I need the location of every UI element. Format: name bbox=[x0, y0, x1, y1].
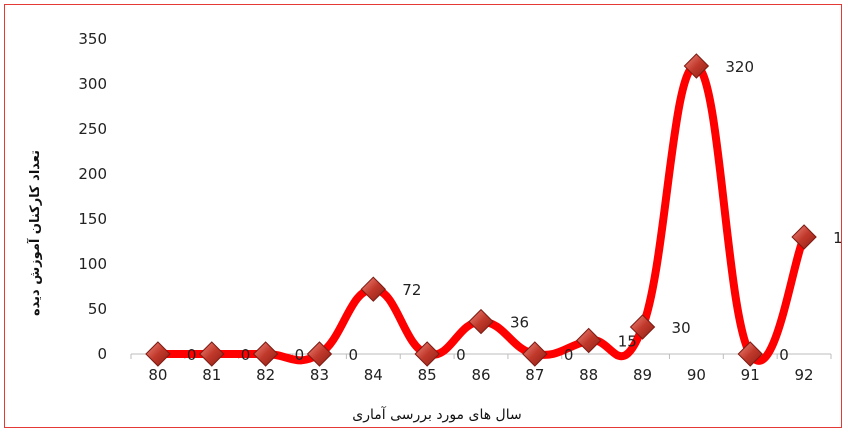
y-axis: 0 50 100 150 200 250 300 350 bbox=[78, 30, 107, 363]
data-point bbox=[360, 276, 387, 302]
data-label: 30 bbox=[672, 319, 691, 337]
y-tick-label: 300 bbox=[78, 75, 107, 93]
x-tick-label: 80 bbox=[148, 366, 167, 384]
data-point bbox=[199, 341, 225, 367]
data-point bbox=[629, 314, 656, 340]
x-tick-label: 85 bbox=[418, 366, 437, 384]
x-tick-label: 84 bbox=[364, 366, 383, 384]
data-label: 0 bbox=[187, 346, 197, 364]
data-point bbox=[791, 224, 817, 250]
y-tick-label: 100 bbox=[78, 255, 107, 273]
x-tick-label: 88 bbox=[579, 366, 598, 384]
chart-frame: 0 50 100 150 200 250 300 350 80 81 82 83 84 85 86 87 88… bbox=[4, 4, 842, 428]
data-label: 0 bbox=[241, 346, 251, 364]
data-label: 0 bbox=[348, 346, 358, 364]
data-label: 130 bbox=[833, 229, 841, 247]
data-label: 320 bbox=[725, 58, 754, 76]
data-point bbox=[306, 341, 333, 367]
x-tick-label: 92 bbox=[795, 366, 814, 384]
data-label: 0 bbox=[295, 346, 305, 364]
data-point bbox=[145, 341, 171, 367]
data-point bbox=[414, 341, 440, 367]
x-tick-label: 90 bbox=[687, 366, 706, 384]
x-axis-title: سال های مورد بررسی آماری bbox=[352, 406, 521, 423]
y-tick-label: 0 bbox=[97, 345, 107, 363]
y-tick-label: 150 bbox=[78, 210, 107, 228]
y-axis-title: تعداد کارکنان آموزش دیده bbox=[26, 150, 43, 316]
x-tick-label: 89 bbox=[633, 366, 652, 384]
data-point bbox=[575, 327, 602, 354]
data-point bbox=[252, 341, 279, 367]
data-point bbox=[737, 341, 763, 367]
y-tick-label: 350 bbox=[78, 30, 107, 48]
x-tick-label: 81 bbox=[202, 366, 221, 384]
y-tick-label: 200 bbox=[78, 165, 107, 183]
data-label: 36 bbox=[510, 314, 529, 332]
data-label: 15 bbox=[618, 333, 637, 351]
data-point bbox=[683, 53, 710, 79]
x-tick-label: 83 bbox=[310, 366, 329, 384]
x-tick-label: 86 bbox=[471, 366, 490, 384]
data-label: 0 bbox=[564, 346, 574, 364]
x-tick-label: 82 bbox=[256, 366, 275, 384]
data-label: 72 bbox=[402, 281, 421, 299]
data-label: 0 bbox=[779, 346, 789, 364]
data-point bbox=[522, 341, 548, 367]
x-tick-label: 91 bbox=[741, 366, 760, 384]
data-labels: 0 0 0 0 72 0 36 0 15 30 320 0 130 bbox=[187, 58, 841, 364]
data-point bbox=[468, 308, 494, 335]
data-label: 0 bbox=[456, 346, 466, 364]
series-markers bbox=[145, 53, 817, 367]
y-tick-label: 50 bbox=[88, 300, 107, 318]
x-tick-label: 87 bbox=[525, 366, 544, 384]
y-tick-label: 250 bbox=[78, 120, 107, 138]
x-axis: 80 81 82 83 84 85 86 87 88 89 90 91 92 bbox=[130, 353, 832, 384]
